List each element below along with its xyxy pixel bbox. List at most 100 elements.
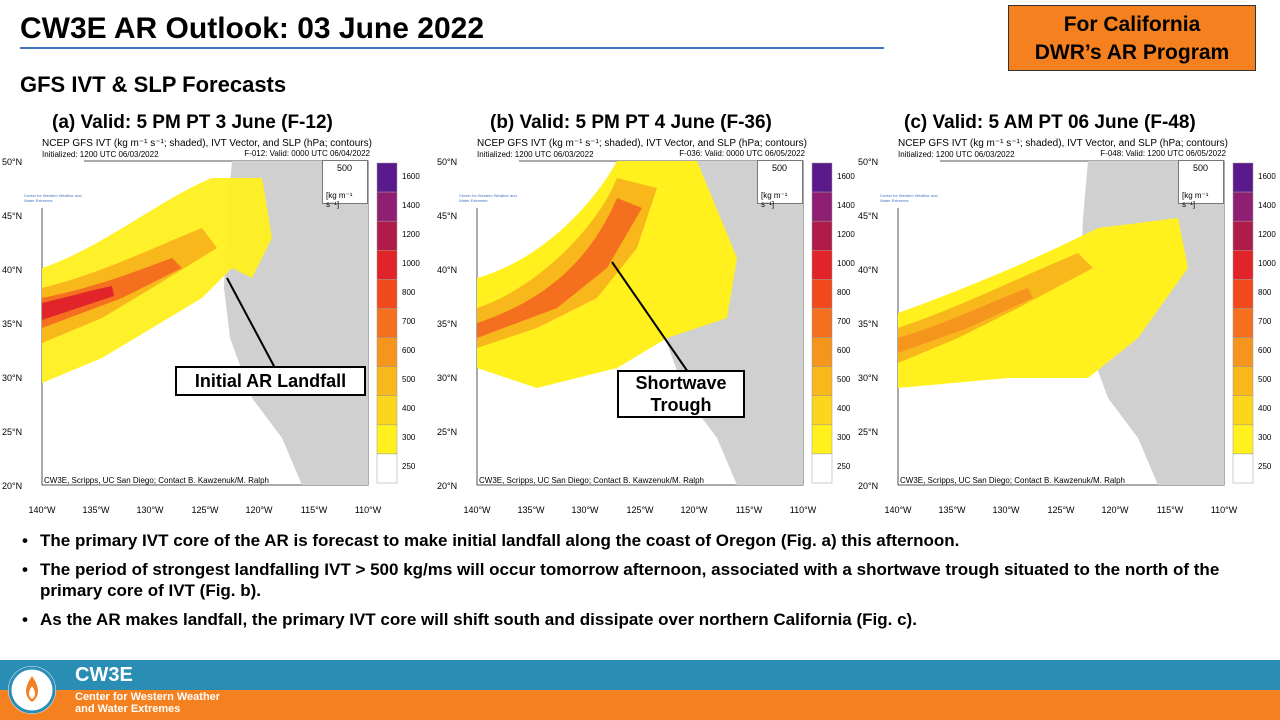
bullet-item: • The period of strongest landfalling IVT… bbox=[22, 560, 1220, 600]
colorbar-label: 600 bbox=[402, 346, 416, 356]
program-badge: For California DWR’s AR Program bbox=[1008, 5, 1256, 71]
lon-tick-label: 110°W bbox=[354, 505, 382, 515]
page-title: CW3E AR Outlook: 03 June 2022 bbox=[20, 12, 485, 45]
lat-tick-label: 45°N bbox=[2, 211, 23, 221]
lon-tick-label: 130°W bbox=[992, 505, 1020, 515]
lon-tick-label: 130°W bbox=[136, 505, 164, 515]
colorbar-label: 1400 bbox=[837, 200, 855, 210]
lon-tick-label: 115°W bbox=[300, 505, 328, 515]
colorbar-label: 1000 bbox=[402, 258, 420, 268]
section-subtitle: GFS IVT & SLP Forecasts bbox=[20, 72, 287, 97]
trough-callout: Shortwave Trough bbox=[617, 370, 745, 418]
colorbar-label: 800 bbox=[837, 287, 851, 297]
ivt-map-c bbox=[897, 160, 1254, 486]
colorbar-label: 250 bbox=[402, 462, 416, 472]
vector-unit: [kg m⁻¹ s⁻¹] bbox=[761, 191, 788, 209]
lon-tick-label: 120°W bbox=[680, 505, 708, 515]
summary-bullets: • The primary IVT core of the AR is forec… bbox=[22, 530, 1262, 638]
cw3e-map-logo: Center for Western Weather and Water Ext… bbox=[14, 160, 84, 208]
ivt-map-b bbox=[476, 160, 833, 486]
map-credit: CW3E, Scripps, UC San Diego; Contact B. … bbox=[479, 476, 704, 485]
colorbar-label: 400 bbox=[1258, 404, 1272, 414]
badge-line-1: For California bbox=[1063, 13, 1201, 36]
logo-text: Center for Western Weather and Water Ext… bbox=[459, 193, 517, 203]
colorbar-label: 700 bbox=[837, 317, 851, 326]
lon-tick-label: 135°W bbox=[82, 505, 110, 515]
colorbar-label: 800 bbox=[402, 287, 416, 297]
vector-scale: 500 [kg m⁻¹ s⁻¹] bbox=[757, 160, 803, 209]
lat-tick-label: 25°N bbox=[2, 427, 23, 437]
lon-tick-label: 115°W bbox=[1156, 505, 1184, 515]
lat-tick-label: 30°N bbox=[858, 373, 879, 383]
lat-tick-label: 25°N bbox=[858, 427, 879, 437]
colorbar-label: 500 bbox=[1258, 375, 1272, 385]
cw3e-map-logo: Center for Western Weather and Water Ext… bbox=[449, 160, 519, 208]
valid-time: F-012: Valid: 0000 UTC 06/04/2022 bbox=[244, 149, 370, 158]
lon-tick-label: 140°W bbox=[28, 505, 56, 515]
colorbar-label: 1400 bbox=[402, 200, 420, 210]
lon-tick-label: 140°W bbox=[884, 505, 912, 515]
vector-ref: 500 bbox=[1193, 163, 1209, 173]
valid-time: F-036: Valid: 0000 UTC 06/05/2022 bbox=[679, 149, 805, 158]
vector-unit: [kg m⁻¹ s⁻¹] bbox=[326, 191, 353, 209]
bullet-text: As the AR makes landfall, the primary IV… bbox=[40, 610, 917, 629]
lat-tick-label: 20°N bbox=[2, 481, 23, 491]
map-panel-a: NCEP GFS IVT (kg m⁻¹ s⁻¹; shaded), IVT V… bbox=[2, 138, 432, 518]
init-time: Initialized: 1200 UTC 06/03/2022 bbox=[42, 150, 159, 159]
colorbar-label: 300 bbox=[837, 433, 851, 443]
colorbar-label: 1600 bbox=[837, 171, 855, 181]
colorbar-label: 250 bbox=[1258, 462, 1272, 472]
cw3e-logo-icon bbox=[8, 666, 56, 714]
trough-callout-line-2: Trough bbox=[650, 395, 712, 415]
colorbar-segment bbox=[811, 453, 833, 484]
colorbar-label: 600 bbox=[837, 346, 851, 356]
vector-unit: [kg m⁻¹ s⁻¹] bbox=[1182, 191, 1209, 209]
plot-header: NCEP GFS IVT (kg m⁻¹ s⁻¹; shaded), IVT V… bbox=[898, 138, 1228, 160]
colorbar-label: 1200 bbox=[837, 229, 855, 239]
init-time: Initialized: 1200 UTC 06/03/2022 bbox=[898, 150, 1015, 159]
footer-brand: CW3E bbox=[75, 664, 133, 686]
lat-tick-label: 25°N bbox=[437, 427, 458, 437]
lon-tick-label: 120°W bbox=[1101, 505, 1129, 515]
colorbar-label: 500 bbox=[402, 375, 416, 385]
map-panel-c: NCEP GFS IVT (kg m⁻¹ s⁻¹; shaded), IVT V… bbox=[858, 138, 1280, 518]
lon-tick-label: 115°W bbox=[735, 505, 763, 515]
panel-b-title: (b) Valid: 5 PM PT 4 June (F-36) bbox=[490, 112, 772, 133]
colorbar-label: 800 bbox=[1258, 287, 1272, 297]
lat-tick-label: 35°N bbox=[858, 319, 879, 329]
lat-tick-label: 30°N bbox=[2, 373, 23, 383]
ivt-map-a bbox=[41, 160, 398, 486]
colorbar-label: 300 bbox=[1258, 433, 1272, 443]
colorbar-label: 700 bbox=[1258, 317, 1272, 326]
colorbar-label: 700 bbox=[402, 317, 416, 326]
colorbar-label: 500 bbox=[837, 375, 851, 385]
plot-header-text: NCEP GFS IVT (kg m⁻¹ s⁻¹; shaded), IVT V… bbox=[42, 138, 372, 149]
map-panel-b: NCEP GFS IVT (kg m⁻¹ s⁻¹; shaded), IVT V… bbox=[437, 138, 867, 518]
colorbar-label: 1200 bbox=[1258, 229, 1276, 239]
colorbar-label: 1000 bbox=[837, 258, 855, 268]
panel-c-title: (c) Valid: 5 AM PT 06 June (F-48) bbox=[904, 112, 1196, 133]
lat-tick-label: 50°N bbox=[858, 157, 879, 167]
init-time: Initialized: 1200 UTC 06/03/2022 bbox=[477, 150, 594, 159]
lat-tick-label: 40°N bbox=[858, 265, 879, 275]
bullet-text: The period of strongest landfalling IVT … bbox=[40, 560, 1220, 600]
map-credit: CW3E, Scripps, UC San Diego; Contact B. … bbox=[900, 476, 1125, 485]
colorbar-label: 250 bbox=[837, 462, 851, 472]
lat-tick-label: 45°N bbox=[858, 211, 879, 221]
bullet-text: The primary IVT core of the AR is foreca… bbox=[40, 531, 960, 550]
logo-text: Center for Western Weather and Water Ext… bbox=[880, 193, 938, 203]
footer-bar: CW3E Center for Western Weather and Wate… bbox=[0, 660, 1280, 720]
lat-tick-label: 35°N bbox=[437, 319, 458, 329]
lat-tick-label: 30°N bbox=[437, 373, 458, 383]
footer-tagline: Center for Western Weather and Water Ext… bbox=[75, 691, 221, 715]
lon-tick-label: 120°W bbox=[245, 505, 273, 515]
vector-scale: 500 [kg m⁻¹ s⁻¹] bbox=[322, 160, 368, 209]
lat-tick-label: 20°N bbox=[858, 481, 879, 491]
lat-tick-label: 45°N bbox=[437, 211, 458, 221]
lon-tick-label: 125°W bbox=[191, 505, 219, 515]
lat-tick-label: 50°N bbox=[437, 157, 458, 167]
colorbar-label: 1000 bbox=[1258, 258, 1276, 268]
colorbar-label: 1600 bbox=[402, 171, 420, 181]
panel-a-title: (a) Valid: 5 PM PT 3 June (F-12) bbox=[52, 112, 333, 133]
